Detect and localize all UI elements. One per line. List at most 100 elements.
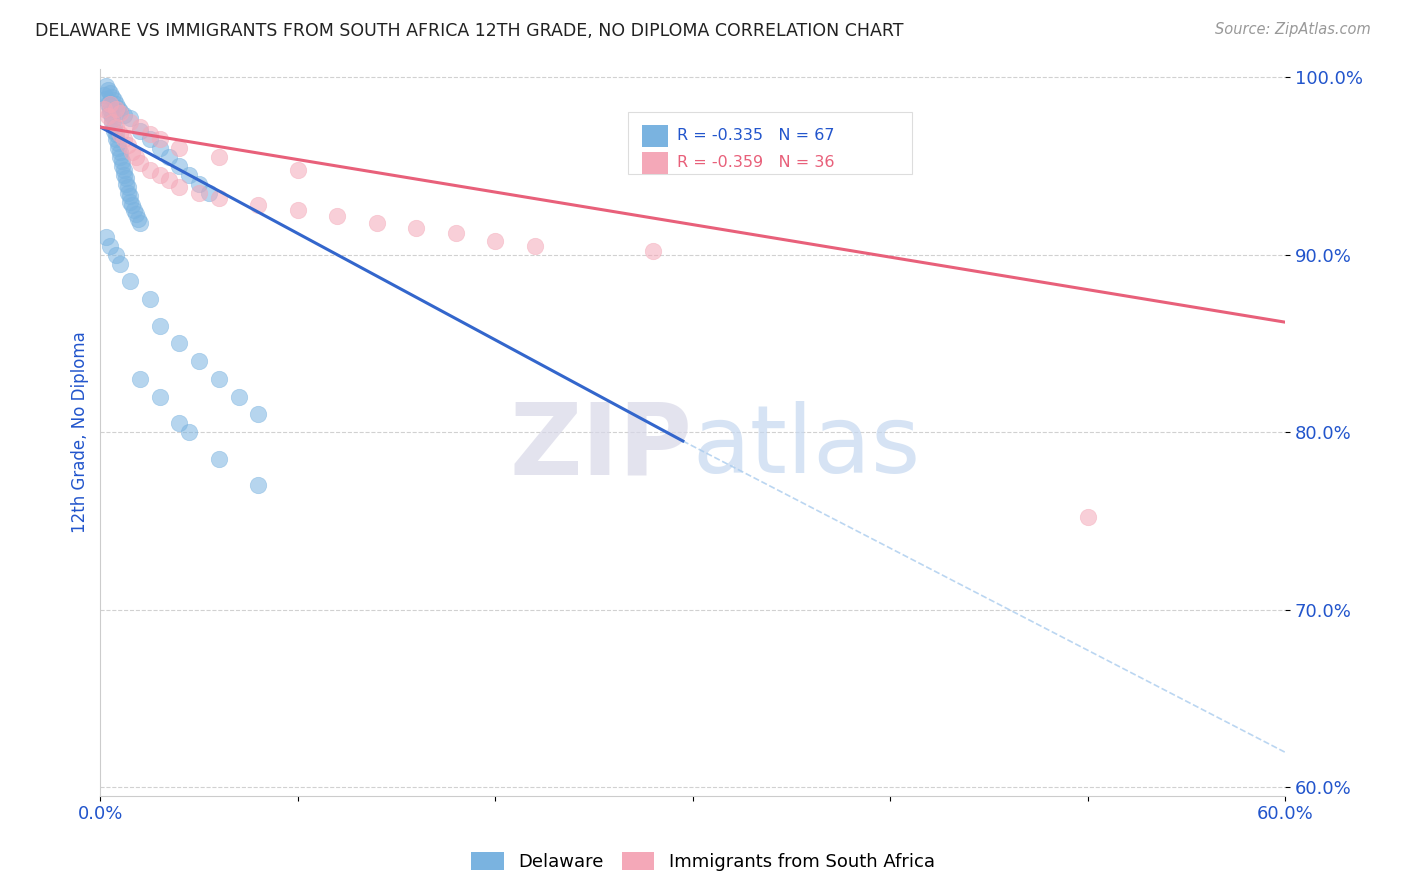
Point: [101, 114, 124, 128]
Point: [159, 150, 181, 164]
Point: [138, 127, 160, 141]
Point: [149, 141, 172, 155]
Point: [138, 132, 160, 146]
Bar: [641, 152, 668, 174]
Point: [96, 230, 118, 244]
Point: [208, 372, 231, 386]
Point: [103, 94, 125, 108]
Point: [107, 141, 129, 155]
Point: [122, 203, 145, 218]
Point: [98, 239, 121, 253]
Point: [128, 216, 150, 230]
Point: [208, 451, 231, 466]
Point: [105, 120, 128, 134]
Point: [128, 123, 150, 137]
Text: Source: ZipAtlas.com: Source: ZipAtlas.com: [1215, 22, 1371, 37]
Point: [169, 336, 191, 351]
Point: [105, 248, 128, 262]
Point: [228, 390, 250, 404]
Bar: [641, 125, 668, 146]
Point: [287, 203, 309, 218]
Point: [118, 189, 141, 203]
Point: [179, 425, 201, 439]
Point: [112, 108, 135, 122]
Point: [96, 92, 118, 106]
Bar: [627, 112, 912, 174]
Point: [405, 221, 427, 235]
Point: [179, 168, 201, 182]
Point: [247, 408, 270, 422]
Point: [108, 257, 131, 271]
Point: [108, 104, 131, 119]
Point: [118, 111, 141, 125]
Point: [127, 212, 149, 227]
Text: atlas: atlas: [693, 401, 921, 492]
Point: [643, 244, 665, 259]
Text: R = -0.359   N = 36: R = -0.359 N = 36: [678, 155, 835, 170]
Point: [97, 83, 120, 97]
Point: [101, 90, 124, 104]
Point: [98, 106, 121, 120]
Point: [107, 101, 129, 115]
Point: [107, 136, 129, 150]
Point: [149, 390, 172, 404]
Point: [169, 141, 191, 155]
Point: [208, 150, 231, 164]
Point: [98, 87, 121, 101]
Point: [93, 103, 115, 117]
Point: [138, 162, 160, 177]
Point: [149, 318, 172, 333]
Point: [105, 97, 128, 112]
Point: [159, 173, 181, 187]
Point: [138, 292, 160, 306]
Point: [188, 186, 211, 200]
Point: [444, 227, 467, 241]
Point: [188, 177, 211, 191]
Y-axis label: 12th Grade, No Diploma: 12th Grade, No Diploma: [72, 331, 89, 533]
Legend: Delaware, Immigrants from South Africa: Delaware, Immigrants from South Africa: [464, 845, 942, 879]
Point: [247, 198, 270, 212]
Text: ZIP: ZIP: [510, 398, 693, 495]
Point: [118, 274, 141, 288]
Point: [128, 120, 150, 134]
Text: DELAWARE VS IMMIGRANTS FROM SOUTH AFRICA 12TH GRADE, NO DIPLOMA CORRELATION CHAR: DELAWARE VS IMMIGRANTS FROM SOUTH AFRICA…: [35, 22, 904, 40]
Point: [117, 137, 139, 152]
Point: [105, 103, 128, 117]
Point: [108, 150, 131, 164]
Text: R = -0.335   N = 67: R = -0.335 N = 67: [678, 128, 835, 143]
Point: [111, 159, 134, 173]
Point: [149, 168, 172, 182]
Point: [287, 162, 309, 177]
Point: [103, 120, 125, 134]
Point: [118, 114, 141, 128]
Point: [93, 88, 115, 103]
Point: [105, 132, 128, 146]
Point: [121, 145, 143, 159]
Point: [169, 417, 191, 431]
Point: [98, 97, 121, 112]
Point: [247, 478, 270, 492]
Point: [115, 177, 138, 191]
Point: [208, 191, 231, 205]
Point: [169, 180, 191, 194]
Point: [117, 180, 139, 194]
Point: [366, 216, 388, 230]
Point: [188, 354, 211, 368]
Point: [105, 127, 128, 141]
Point: [97, 110, 120, 124]
Point: [149, 132, 172, 146]
Point: [169, 159, 191, 173]
Point: [117, 186, 139, 200]
Point: [112, 168, 135, 182]
Point: [326, 209, 349, 223]
Point: [198, 186, 221, 200]
Point: [97, 97, 120, 112]
Point: [98, 103, 121, 117]
Point: [125, 207, 148, 221]
Point: [101, 110, 124, 124]
Point: [96, 79, 118, 94]
Point: [101, 114, 124, 128]
Point: [108, 145, 131, 159]
Point: [108, 106, 131, 120]
Point: [128, 372, 150, 386]
